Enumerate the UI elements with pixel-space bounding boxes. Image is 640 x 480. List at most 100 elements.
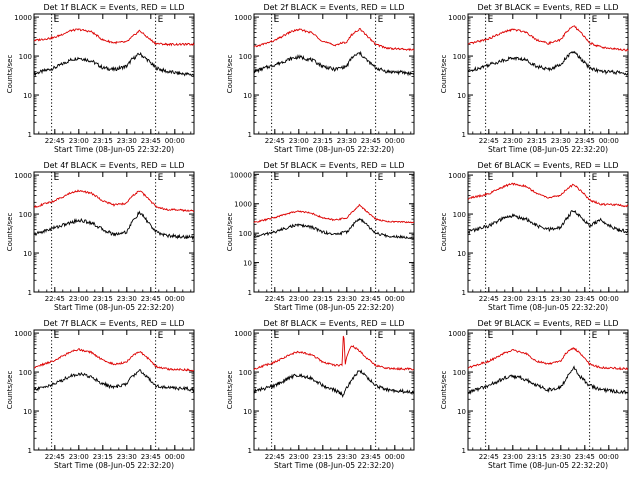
x-tick-label: 23:00: [69, 137, 89, 145]
x-axis-label: Start Time (08-Jun-05 22:32:20): [488, 145, 608, 154]
chart-panel-3: Det 3f BLACK = Events, RED = LLD 1 10 100 10…: [440, 3, 629, 154]
y-tick-label: 1: [462, 131, 466, 139]
y-tick-label: 1000: [234, 330, 252, 338]
series-line-events: [253, 369, 415, 398]
chart-title: Det 9f BLACK = Events, RED = LLD: [477, 319, 618, 328]
chart-panel-5: Det 5f BLACK = Events, RED = LLD 1 10 100 10…: [226, 161, 415, 312]
y-axis-label: Counts/sec: [440, 55, 448, 94]
series-line-lld: [33, 348, 195, 372]
x-tick-label: 00:00: [599, 453, 619, 461]
x-axis-label: Start Time (08-Jun-05 22:32:20): [274, 145, 394, 154]
x-tick-label: 23:15: [313, 453, 333, 461]
y-tick-label: 100: [453, 369, 466, 377]
chart-panel-8: Det 8f BLACK = Events, RED = LLD 1 10 100 10…: [226, 319, 415, 470]
x-tick-label: 23:45: [361, 453, 381, 461]
plot-frame: [253, 329, 415, 451]
series-line-events: [253, 217, 415, 240]
y-tick-label: 1000: [14, 330, 32, 338]
y-tick-label: 100: [239, 53, 252, 61]
y-tick-label: 1000: [234, 14, 252, 22]
x-tick-label: 00:00: [165, 137, 185, 145]
x-tick-label: 00:00: [165, 453, 185, 461]
y-tick-label: 1: [248, 131, 252, 139]
marker-label: E: [274, 15, 280, 25]
x-tick-label: 23:15: [93, 137, 113, 145]
x-tick-label: 23:15: [93, 453, 113, 461]
marker-label: E: [378, 15, 384, 25]
y-tick-label: 10: [243, 92, 252, 100]
series-line-lld: [468, 182, 629, 208]
y-tick-label: 100: [453, 53, 466, 61]
x-tick-label: 22:45: [45, 137, 65, 145]
plot-frame: [253, 171, 415, 293]
x-tick-label: 23:30: [551, 137, 571, 145]
y-tick-label: 100: [19, 369, 32, 377]
x-tick-label: 23:30: [337, 295, 357, 303]
x-tick-label: 22:45: [479, 137, 499, 145]
marker-label: E: [488, 173, 494, 183]
y-axis-label: Counts/sec: [226, 55, 234, 94]
y-tick-label: 10: [457, 250, 466, 258]
x-tick-label: 23:30: [551, 295, 571, 303]
marker-label: E: [592, 173, 598, 183]
y-tick-label: 1000: [448, 172, 466, 180]
y-tick-label: 10: [23, 250, 32, 258]
x-tick-label: 22:45: [265, 137, 285, 145]
y-tick-label: 10000: [230, 171, 252, 179]
plot-frame: [467, 13, 629, 135]
x-tick-label: 23:45: [575, 137, 595, 145]
marker-label: E: [54, 331, 60, 341]
chart-title: Det 4f BLACK = Events, RED = LLD: [43, 161, 184, 170]
chart-title: Det 7f BLACK = Events, RED = LLD: [43, 319, 184, 328]
plot-frame: [253, 13, 415, 135]
marker-label: E: [488, 15, 494, 25]
x-tick-label: 23:00: [289, 453, 309, 461]
plot-frame: [467, 329, 629, 451]
plot-frame: [467, 171, 629, 293]
y-tick-label: 1000: [448, 330, 466, 338]
y-axis-label: Counts/sec: [440, 371, 448, 410]
marker-label: E: [158, 173, 164, 183]
chart-title: Det 1f BLACK = Events, RED = LLD: [43, 3, 184, 12]
plot-frame: [33, 171, 195, 293]
x-tick-label: 23:00: [503, 453, 523, 461]
y-tick-label: 100: [453, 211, 466, 219]
x-axis-label: Start Time (08-Jun-05 22:32:20): [274, 303, 394, 312]
x-tick-label: 23:45: [141, 137, 161, 145]
x-axis-label: Start Time (08-Jun-05 22:32:20): [54, 145, 174, 154]
marker-label: E: [488, 331, 494, 341]
plot-frame: [33, 329, 195, 451]
marker-label: E: [274, 331, 280, 341]
series-line-lld: [253, 27, 415, 52]
y-tick-label: 1000: [14, 14, 32, 22]
series-line-events: [253, 50, 415, 77]
x-axis-label: Start Time (08-Jun-05 22:32:20): [54, 461, 174, 470]
y-axis-label: Counts/sec: [6, 371, 14, 410]
x-tick-label: 23:45: [141, 295, 161, 303]
y-tick-label: 1: [248, 447, 252, 455]
x-tick-label: 23:15: [527, 295, 547, 303]
marker-label: E: [378, 173, 384, 183]
x-tick-label: 23:15: [527, 137, 547, 145]
x-tick-label: 23:30: [117, 295, 137, 303]
y-tick-label: 1000: [14, 172, 32, 180]
x-tick-label: 22:45: [265, 295, 285, 303]
x-tick-label: 23:00: [69, 453, 89, 461]
x-tick-label: 23:15: [313, 295, 333, 303]
y-tick-label: 10: [243, 408, 252, 416]
y-axis-label: Counts/sec: [6, 213, 14, 252]
series-line-events: [467, 50, 629, 76]
series-line-events: [33, 210, 195, 241]
y-tick-label: 10: [23, 92, 32, 100]
series-line-lld: [33, 189, 195, 213]
series-line-lld: [467, 347, 629, 371]
x-tick-label: 23:30: [337, 453, 357, 461]
chart-title: Det 3f BLACK = Events, RED = LLD: [477, 3, 618, 12]
x-axis-label: Start Time (08-Jun-05 22:32:20): [274, 461, 394, 470]
chart-title: Det 8f BLACK = Events, RED = LLD: [263, 319, 404, 328]
y-tick-label: 10: [243, 260, 252, 268]
series-line-events: [33, 51, 195, 77]
y-tick-label: 1: [462, 289, 466, 297]
